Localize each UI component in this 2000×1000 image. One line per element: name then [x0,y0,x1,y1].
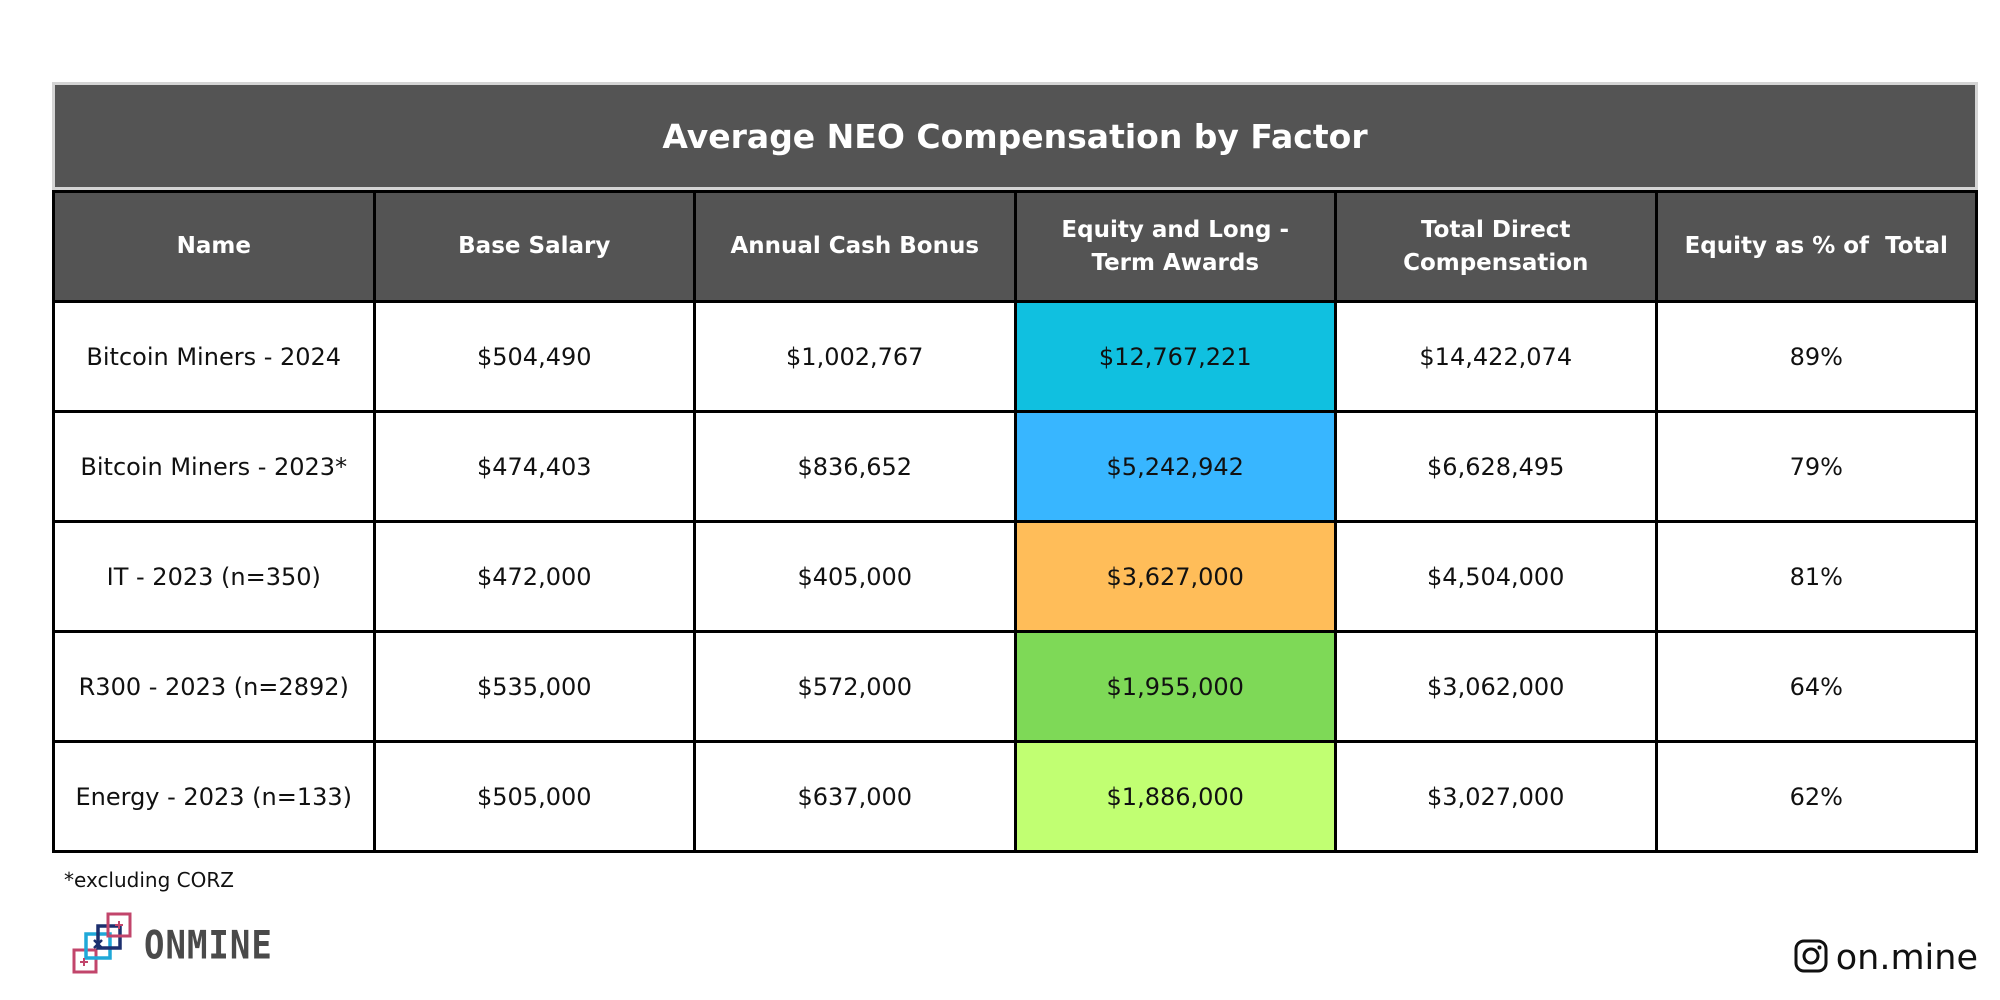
column-header-name: Name [52,190,376,303]
table-body: Bitcoin Miners - 2024 $504,490 $1,002,767 $… [52,300,1978,853]
cell-annual-cash-bonus: $836,652 [693,410,1017,523]
cell-base-salary: $505,000 [372,740,696,853]
cell-equity-pct: 64% [1654,630,1978,743]
column-header-line: Compensation [1403,249,1589,276]
footnote: *excluding CORZ [64,868,234,892]
cell-name: IT - 2023 (n=350) [52,520,376,633]
brand-logo: ONMINE [72,912,273,980]
column-header-label: Name [176,233,251,259]
cell-equity-pct: 89% [1654,300,1978,413]
column-header-line: Total Direct [1421,216,1571,243]
cell-annual-cash-bonus: $1,002,767 [693,300,1017,413]
compensation-table: Name Base Salary Annual Cash Bonus Equit… [52,190,1978,853]
compensation-table-container: Average NEO Compensation by Factor Name … [52,82,1978,853]
column-header-base-salary: Base Salary [372,190,696,303]
cell-total-direct: $6,628,495 [1334,410,1658,523]
column-header-equity-lt-awards: Equity and Long - Term Awards [1013,190,1337,303]
column-header-equity-pct: Equity as % of Total [1654,190,1978,303]
cell-equity-pct: 62% [1654,740,1978,853]
cell-total-direct: $3,027,000 [1334,740,1658,853]
table-row: Bitcoin Miners - 2024 $504,490 $1,002,767 $… [52,300,1978,413]
cell-total-direct: $4,504,000 [1334,520,1658,633]
cell-equity-lt-awards: $12,767,221 [1013,300,1337,413]
cell-name: R300 - 2023 (n=2892) [52,630,376,743]
social-handle: on.mine [1794,938,1978,978]
cell-equity-lt-awards: $1,955,000 [1013,630,1337,743]
cell-equity-pct: 79% [1654,410,1978,523]
cell-annual-cash-bonus: $637,000 [693,740,1017,853]
column-header-label: Equity as % of Total [1684,233,1948,259]
table-row: IT - 2023 (n=350) $472,000 $405,000 $3,627,… [52,520,1978,633]
cell-annual-cash-bonus: $405,000 [693,520,1017,633]
column-header-total-direct: Total Direct Compensation [1334,190,1658,303]
table-row: R300 - 2023 (n=2892) $535,000 $572,000 $1,9… [52,630,1978,743]
cell-total-direct: $14,422,074 [1334,300,1658,413]
column-header-annual-cash-bonus: Annual Cash Bonus [693,190,1017,303]
cell-name: Bitcoin Miners - 2024 [52,300,376,413]
cell-equity-lt-awards: $5,242,942 [1013,410,1337,523]
cell-name: Energy - 2023 (n=133) [52,740,376,853]
cell-annual-cash-bonus: $572,000 [693,630,1017,743]
cell-base-salary: $535,000 [372,630,696,743]
column-header-label: Annual Cash Bonus [730,233,980,259]
onmine-squares-icon [72,912,136,980]
column-header-line: Equity and Long - [1061,216,1290,243]
table-title: Average NEO Compensation by Factor [52,82,1978,190]
instagram-icon [1794,939,1828,977]
cell-base-salary: $474,403 [372,410,696,523]
cell-base-salary: $504,490 [372,300,696,413]
column-header-line: Term Awards [1091,249,1260,276]
table-row: Bitcoin Miners - 2023* $474,403 $836,652 $5… [52,410,1978,523]
cell-equity-lt-awards: $3,627,000 [1013,520,1337,633]
column-header-label: Base Salary [458,233,611,259]
cell-base-salary: $472,000 [372,520,696,633]
table-header-row: Name Base Salary Annual Cash Bonus Equit… [52,190,1978,303]
logo-wordmark: ONMINE [144,923,273,969]
handle-text: on.mine [1835,938,1978,978]
cell-equity-lt-awards: $1,886,000 [1013,740,1337,853]
table-row: Energy - 2023 (n=133) $505,000 $637,000 $1,… [52,740,1978,853]
cell-total-direct: $3,062,000 [1334,630,1658,743]
cell-equity-pct: 81% [1654,520,1978,633]
cell-name: Bitcoin Miners - 2023* [52,410,376,523]
